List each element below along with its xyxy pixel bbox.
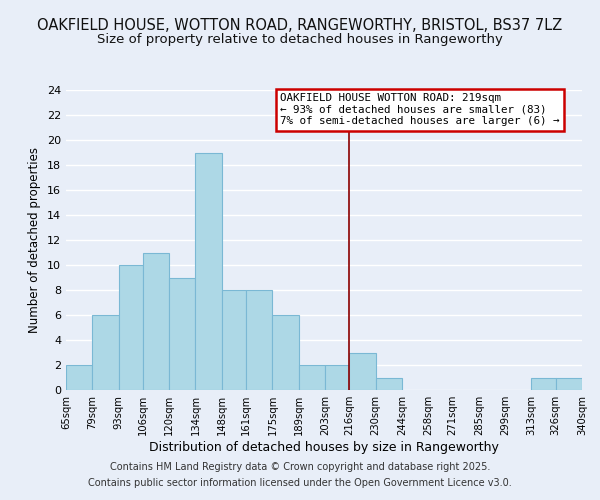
Text: OAKFIELD HOUSE, WOTTON ROAD, RANGEWORTHY, BRISTOL, BS37 7LZ: OAKFIELD HOUSE, WOTTON ROAD, RANGEWORTHY… xyxy=(37,18,563,32)
Bar xyxy=(349,352,376,390)
Bar xyxy=(325,365,349,390)
Bar xyxy=(222,290,246,390)
Text: Size of property relative to detached houses in Rangeworthy: Size of property relative to detached ho… xyxy=(97,32,503,46)
Bar xyxy=(196,152,222,390)
Bar xyxy=(246,290,272,390)
Bar xyxy=(299,365,325,390)
Bar xyxy=(119,265,143,390)
Bar xyxy=(92,315,119,390)
Bar xyxy=(376,378,402,390)
Bar xyxy=(532,378,556,390)
Text: OAKFIELD HOUSE WOTTON ROAD: 219sqm
← 93% of detached houses are smaller (83)
7% : OAKFIELD HOUSE WOTTON ROAD: 219sqm ← 93%… xyxy=(280,93,560,126)
X-axis label: Distribution of detached houses by size in Rangeworthy: Distribution of detached houses by size … xyxy=(149,441,499,454)
Bar xyxy=(66,365,92,390)
Text: Contains HM Land Registry data © Crown copyright and database right 2025.: Contains HM Land Registry data © Crown c… xyxy=(110,462,490,472)
Bar xyxy=(272,315,299,390)
Y-axis label: Number of detached properties: Number of detached properties xyxy=(28,147,41,333)
Text: Contains public sector information licensed under the Open Government Licence v3: Contains public sector information licen… xyxy=(88,478,512,488)
Bar xyxy=(169,278,196,390)
Bar xyxy=(556,378,582,390)
Bar xyxy=(143,252,169,390)
